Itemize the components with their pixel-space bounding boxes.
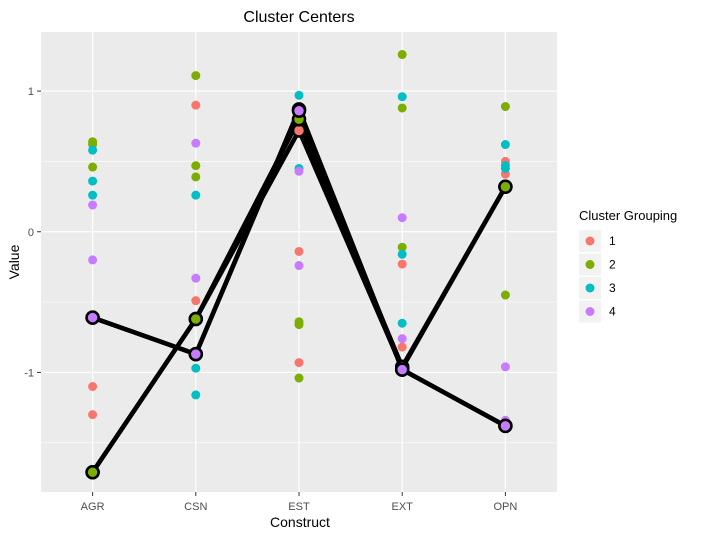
point-cluster-4 [88, 200, 98, 210]
point-cluster-2 [88, 162, 98, 172]
point-cluster-2 [397, 242, 407, 252]
point-cluster-1 [294, 246, 304, 256]
point-cluster-4 [500, 362, 510, 372]
point-cluster-4 [397, 334, 407, 344]
point-cluster-2 [191, 161, 201, 171]
center-marker-cluster-2 [498, 179, 513, 194]
legend-key-cluster-4 [585, 307, 595, 316]
point-cluster-3 [397, 249, 407, 259]
point-cluster-4 [294, 166, 304, 176]
point-cluster-1 [397, 342, 407, 352]
point-cluster-3 [191, 363, 201, 373]
x-tick-label: OPN [493, 501, 517, 513]
point-cluster-3 [500, 163, 510, 173]
x-tick-label: EXT [391, 501, 413, 513]
point-cluster-3 [294, 90, 304, 100]
point-cluster-1 [88, 410, 98, 420]
cluster-center-lines [85, 102, 513, 480]
legend-label-cluster-1: 1 [609, 234, 616, 248]
point-cluster-4 [88, 255, 98, 265]
x-tick-label: CSN [184, 501, 207, 513]
y-tick-label: 1 [28, 86, 34, 98]
legend-key-cluster-2 [585, 260, 595, 269]
legend-label-cluster-3: 3 [609, 281, 616, 295]
point-cluster-4 [191, 138, 201, 148]
legend-label-cluster-2: 2 [609, 258, 616, 272]
point-cluster-1 [88, 381, 98, 391]
x-tick-label: EST [288, 501, 310, 513]
data-points [88, 50, 510, 425]
center-marker-cluster-4 [498, 418, 513, 434]
point-cluster-4 [397, 213, 407, 223]
point-cluster-2 [397, 50, 407, 60]
center-marker-cluster-4 [394, 362, 410, 377]
point-cluster-1 [191, 296, 201, 306]
point-cluster-1 [397, 259, 407, 269]
center-marker-cluster-4 [291, 103, 307, 119]
y-axis-title: Value [6, 244, 22, 279]
y-tick-label: -1 [24, 367, 34, 379]
legend-title: Cluster Grouping [579, 208, 677, 223]
point-cluster-2 [397, 103, 407, 113]
point-cluster-4 [294, 261, 304, 271]
center-marker-cluster-4 [85, 310, 100, 325]
legend-key-cluster-3 [585, 283, 595, 293]
point-cluster-2 [191, 71, 201, 81]
point-cluster-3 [88, 145, 98, 155]
point-cluster-1 [294, 358, 304, 368]
chart-title: Cluster Centers [243, 9, 354, 26]
legend-label-cluster-4: 4 [609, 305, 616, 319]
point-cluster-3 [88, 176, 98, 186]
point-cluster-3 [397, 318, 407, 328]
point-cluster-2 [500, 102, 510, 112]
point-cluster-2 [294, 373, 304, 383]
axes: -1 0 1 AGR CSN EST EXT OPN [24, 86, 517, 513]
point-cluster-2 [191, 172, 201, 182]
center-marker-cluster-2 [85, 465, 100, 480]
center-marker-cluster-2 [188, 311, 204, 327]
point-cluster-3 [191, 190, 201, 200]
legend-key-cluster-1 [585, 236, 595, 246]
center-marker-cluster-4 [188, 346, 204, 362]
point-cluster-3 [191, 390, 201, 400]
point-cluster-1 [191, 100, 201, 110]
point-cluster-2 [294, 320, 304, 330]
point-cluster-3 [500, 140, 510, 150]
point-cluster-3 [397, 92, 407, 102]
x-axis-title: Construct [270, 514, 330, 530]
x-tick-label: AGR [81, 501, 105, 513]
point-cluster-2 [500, 290, 510, 300]
point-cluster-3 [88, 190, 98, 200]
y-tick-label: 0 [28, 227, 34, 239]
point-cluster-4 [191, 273, 201, 283]
legend: Cluster Grouping 1 2 3 4 [579, 208, 677, 323]
